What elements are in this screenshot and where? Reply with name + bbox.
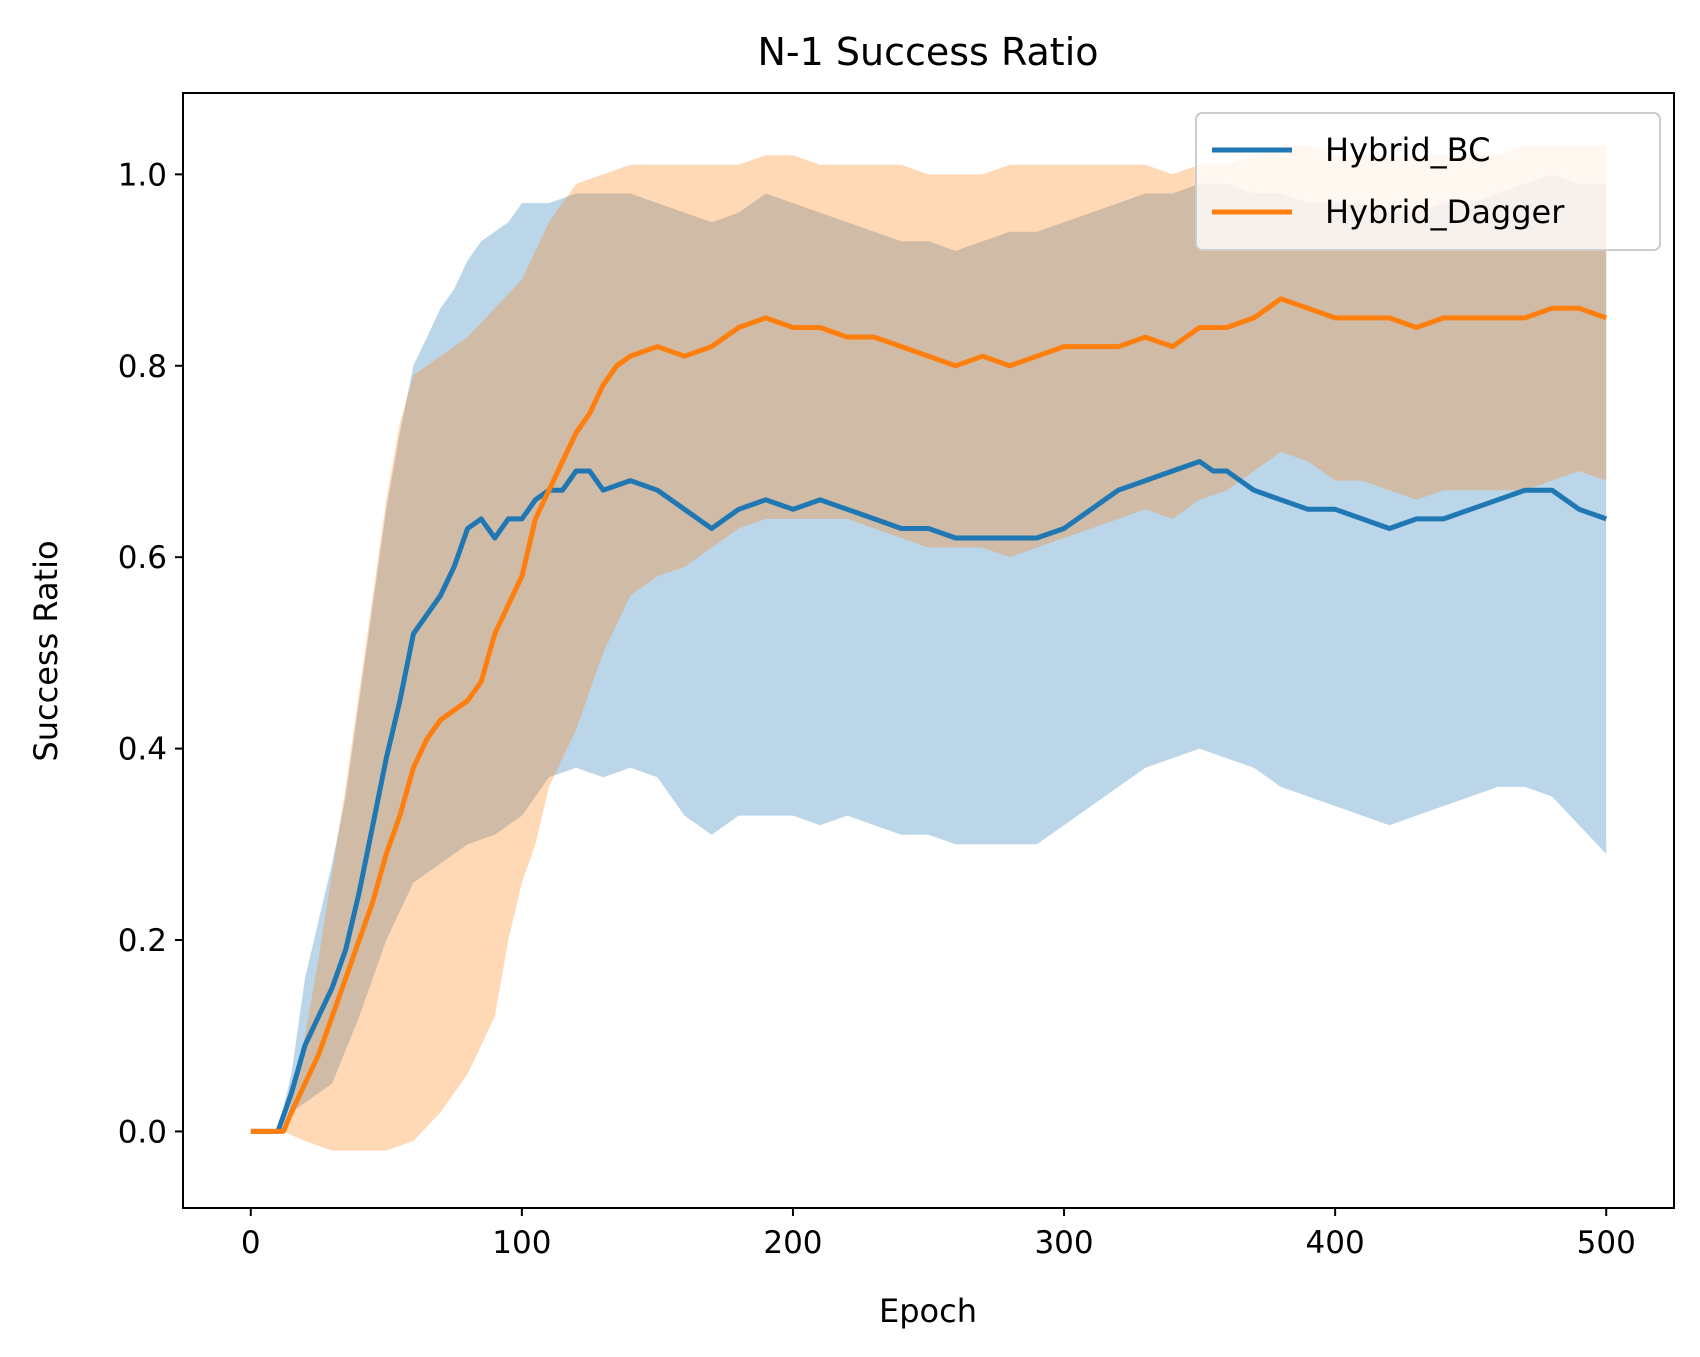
legend-label-0: Hybrid_BC — [1325, 131, 1490, 169]
y-axis-ticks: 0.0 0.2 0.4 0.6 0.8 1.0 — [118, 157, 183, 1150]
axes-frame — [182, 92, 1675, 1209]
x-tick-label-3: 300 — [1034, 1225, 1093, 1261]
x-axis-ticks: 0 100 200 300 400 500 — [241, 1208, 1636, 1261]
y-tick-label-5: 1.0 — [118, 157, 167, 193]
line-series-1 — [250, 296, 1608, 1134]
legend-label-1: Hybrid_Dagger — [1325, 193, 1565, 231]
x-tick-label-5: 500 — [1577, 1225, 1636, 1261]
x-axis-label: Epoch — [879, 1292, 977, 1330]
x-tick-label-1: 100 — [492, 1225, 551, 1261]
line-series-0 — [250, 459, 1608, 1134]
x-tick-label-4: 400 — [1306, 1225, 1365, 1261]
y-axis-label: Success Ratio — [27, 540, 65, 761]
plot-area — [182, 92, 1675, 1209]
band-series-1 — [250, 145, 1607, 1151]
y-tick-label-2: 0.4 — [118, 732, 167, 768]
y-tick-label-4: 0.8 — [118, 349, 167, 385]
legend-box — [1195, 112, 1661, 251]
x-tick-label-0: 0 — [241, 1225, 261, 1261]
x-tick-label-2: 200 — [763, 1225, 822, 1261]
legend: Hybrid_BC Hybrid_Dagger — [1195, 112, 1661, 251]
y-tick-label-0: 0.0 — [118, 1114, 167, 1150]
series-lines — [250, 296, 1608, 1134]
y-tick-label-3: 0.6 — [118, 540, 167, 576]
y-tick-label-1: 0.2 — [118, 923, 167, 959]
chart-title: N-1 Success Ratio — [758, 30, 1099, 74]
